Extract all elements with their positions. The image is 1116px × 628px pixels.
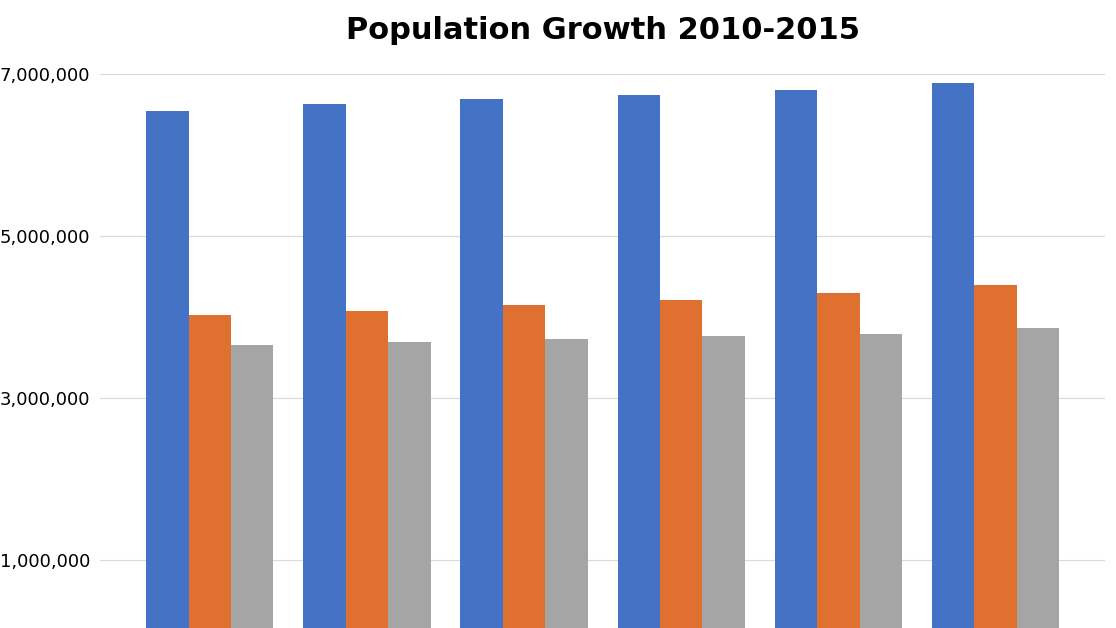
Bar (974, 285, 1017, 628)
Bar (346, 311, 388, 628)
Bar (189, 315, 231, 628)
Bar (388, 342, 431, 628)
Bar (617, 95, 660, 628)
Title: Population Growth 2010-2015: Population Growth 2010-2015 (346, 16, 859, 45)
Bar (461, 99, 503, 628)
Bar (546, 339, 588, 628)
Bar (503, 305, 546, 628)
Bar (1017, 328, 1059, 628)
Bar (775, 90, 817, 628)
Bar (702, 336, 744, 628)
Bar (660, 300, 702, 628)
Bar (859, 334, 902, 628)
Bar (146, 111, 189, 628)
Bar (231, 345, 273, 628)
Bar (817, 293, 859, 628)
Bar (304, 104, 346, 628)
Bar (932, 84, 974, 628)
